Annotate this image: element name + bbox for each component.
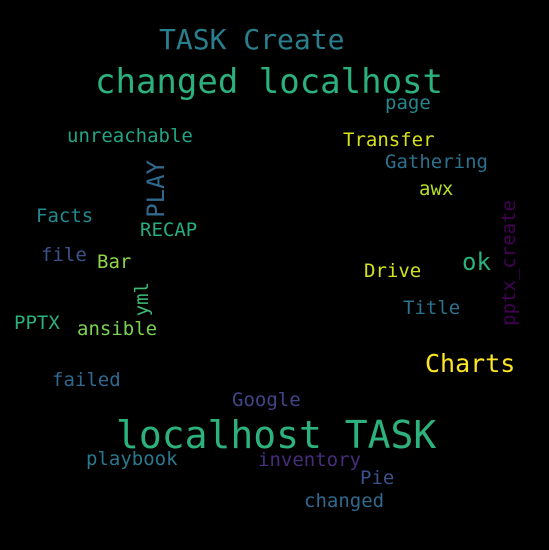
word-pie: Pie [360, 467, 395, 489]
word-gathering: Gathering [385, 151, 488, 173]
word-pptx: PPTX [14, 312, 60, 334]
word-charts: Charts [425, 349, 516, 378]
word-drive: Drive [364, 260, 422, 282]
word-failed: failed [52, 369, 121, 391]
word-play: PLAY [142, 160, 170, 218]
word-google: Google [232, 389, 301, 411]
word-file: file [41, 244, 87, 266]
word-unreachable: unreachable [67, 125, 193, 147]
word-ansible: ansible [77, 318, 158, 340]
word-transfer: Transfer [343, 129, 435, 151]
word-title: Title [403, 297, 461, 319]
word-changed: changed [304, 490, 385, 512]
word-page: page [385, 92, 431, 114]
word-facts: Facts [36, 205, 94, 227]
word-recap: RECAP [140, 219, 198, 241]
word-ok: ok [462, 248, 491, 276]
word-yml: yml [131, 282, 153, 317]
word-task-create: TASK Create [159, 23, 345, 56]
word-inventory: inventory [258, 449, 361, 471]
word-awx: awx [419, 178, 454, 200]
word-localhost-task: localhost TASK [116, 413, 437, 457]
word-pptx-create: pptx_create [498, 200, 520, 326]
word-playbook: playbook [86, 448, 178, 470]
word-bar: Bar [97, 251, 132, 273]
word-changed-localhost: changed localhost [95, 62, 443, 102]
